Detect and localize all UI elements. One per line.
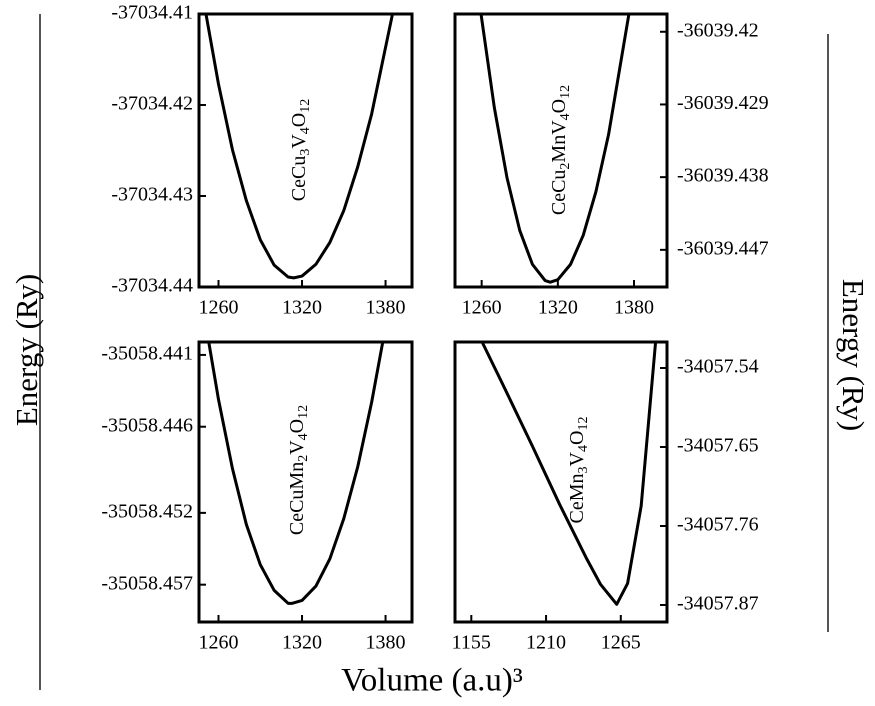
compound-label: CeCu3V4O12: [288, 99, 314, 201]
y-tick-label: -37034.44: [111, 275, 193, 297]
plot-frame: [453, 12, 669, 289]
y-tick-label: -34057.54: [677, 356, 759, 378]
energy-curve: [479, 13, 631, 284]
y-tick-label: -37034.41: [111, 2, 193, 24]
energy-curve: [207, 341, 385, 605]
x-tick-label: 1380: [614, 297, 654, 319]
plot-frame: [453, 340, 669, 624]
energy-curve: [204, 13, 394, 280]
x-axis-label: Volume (a.u)³: [341, 663, 523, 699]
y-tick-label: -37034.42: [111, 93, 193, 115]
compound-label: CeCuMn2V4O12: [286, 405, 312, 535]
y-tick-label: -35058.457: [101, 572, 193, 594]
y-tick-label: -34057.87: [677, 593, 759, 615]
y-tick-label: -35058.441: [101, 343, 193, 365]
x-tick-label: 1320: [538, 297, 578, 319]
x-tick-label: 1260: [198, 632, 238, 654]
y-tick-label: -36039.438: [677, 165, 769, 187]
y-tick-label: -34057.65: [677, 435, 759, 457]
x-tick-label: 1260: [198, 297, 238, 319]
x-tick-label: 1320: [282, 632, 322, 654]
y-tick-label: -37034.43: [111, 184, 193, 206]
y-tick-label: -36039.429: [677, 92, 769, 114]
y2-axis-label: Energy (Ry): [836, 279, 871, 431]
plot-frame: [197, 12, 414, 289]
plot-frame: [197, 340, 414, 624]
y-tick-label: -36039.42: [677, 19, 759, 41]
compound-label: CeCu2MnV4O12: [548, 85, 574, 215]
energy-curve: [480, 341, 658, 606]
y-tick-label: -36039.447: [677, 237, 769, 259]
y-tick-label: -35058.446: [101, 414, 193, 436]
compound-label: CeMn3V4O12: [566, 417, 592, 524]
y-tick-label: -35058.452: [101, 500, 193, 522]
x-tick-label: 1320: [282, 297, 322, 319]
y-axis-label: Energy (Ry): [9, 274, 44, 426]
x-tick-label: 1265: [601, 632, 641, 654]
x-tick-label: 1380: [366, 297, 406, 319]
x-tick-label: 1155: [452, 632, 491, 654]
y-tick-label: -34057.76: [677, 514, 759, 536]
x-tick-label: 1260: [462, 297, 502, 319]
x-tick-label: 1210: [526, 632, 566, 654]
x-tick-label: 1380: [366, 632, 406, 654]
